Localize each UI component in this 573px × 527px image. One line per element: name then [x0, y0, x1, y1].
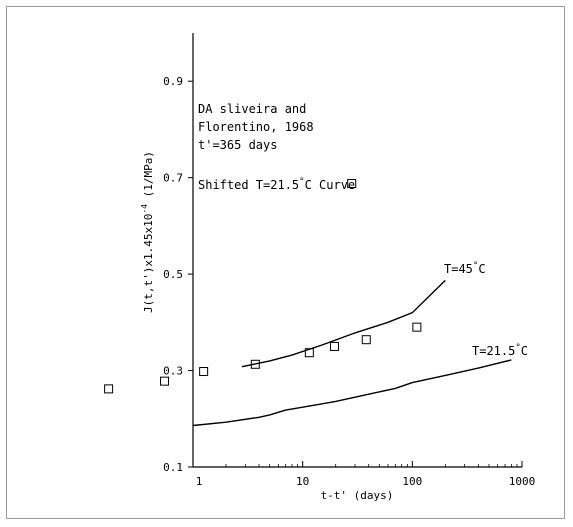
curve-45-label: T=45°C: [444, 261, 486, 276]
y-tick-label: 0.9: [163, 75, 183, 88]
x-tick-label: 10: [296, 475, 309, 488]
series-layer: [104, 178, 512, 427]
degree-mark: °: [473, 261, 478, 271]
series-line-0: [241, 279, 446, 368]
degree-mark: °: [299, 177, 304, 187]
y-tick-label: 0.1: [163, 461, 183, 474]
x-tick-label: 100: [402, 475, 422, 488]
x-tick-label: 1: [196, 475, 203, 488]
curve-21-label-suffix: C: [521, 344, 528, 358]
data-point-marker: [104, 384, 114, 394]
data-point-marker: [347, 178, 357, 188]
curve-45-label-suffix: C: [478, 262, 485, 276]
y-tick-label: 0.5: [163, 268, 183, 281]
data-point-marker: [412, 322, 422, 332]
shifted-curve-label: Shifted T=21.5°C Curve: [198, 177, 355, 192]
shifted-curve-label-prefix: Shifted T=21.5: [198, 178, 299, 192]
y-axis-label: J(t,t')x1.45x10-4 (1/MPa): [140, 151, 155, 313]
age-label: t'=365 days: [198, 138, 277, 152]
y-axis-label-main: J(t,t')x1.45x10: [142, 214, 155, 313]
shifted-curve-label-suffix: C Curve: [305, 178, 356, 192]
source-line-1: DA sliveira and: [198, 102, 306, 116]
series-line-1: [192, 359, 512, 427]
y-tick-label: 0.7: [163, 172, 183, 185]
curve-21-label: T=21.5°C: [472, 343, 528, 358]
curve-45-label-prefix: T=45: [444, 262, 473, 276]
data-point-marker: [304, 348, 314, 358]
y-axis-label-unit: (1/MPa): [142, 151, 155, 204]
degree-mark: °: [515, 343, 520, 353]
x-ticks: 1 10 100 1000: [192, 461, 536, 488]
y-ticks: 0.1 0.3 0.5 0.7 0.9: [163, 75, 193, 474]
data-point-marker: [361, 335, 371, 345]
x-axis-label: t-t' (days): [321, 489, 394, 502]
data-point-marker: [329, 341, 339, 351]
x-tick-label: 1000: [509, 475, 536, 488]
source-line-2: Florentino, 1968: [198, 120, 314, 134]
data-point-marker: [160, 376, 170, 386]
y-axis-label-exp: -4: [140, 204, 149, 214]
curve-21-label-prefix: T=21.5: [472, 344, 515, 358]
data-point-marker: [199, 367, 209, 377]
y-tick-label: 0.3: [163, 365, 183, 378]
data-point-marker: [250, 359, 260, 369]
figure-frame: [6, 6, 565, 519]
